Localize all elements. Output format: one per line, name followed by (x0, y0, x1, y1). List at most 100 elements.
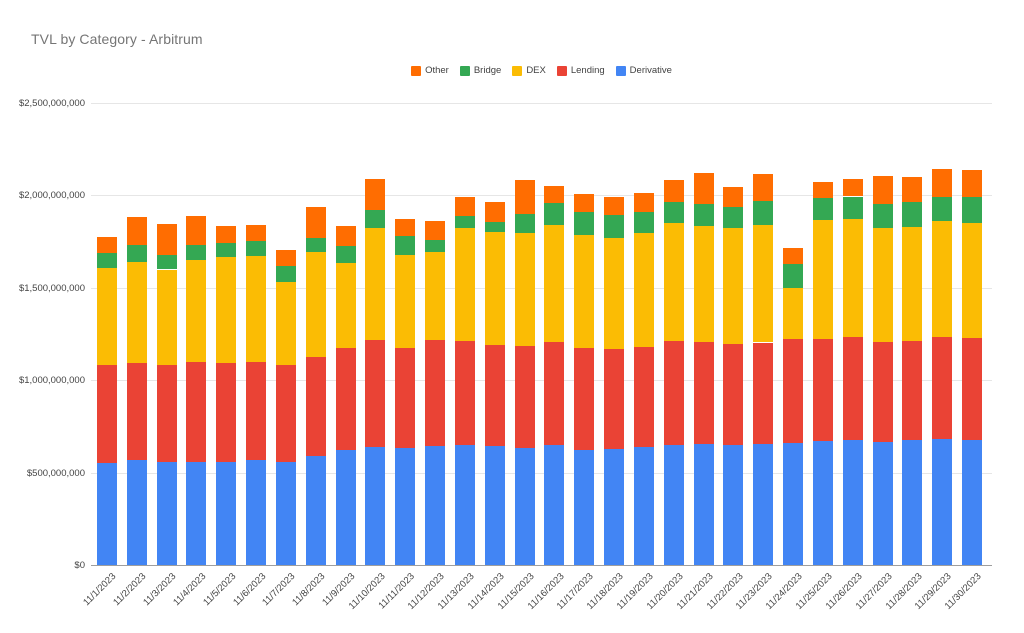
bar-segment-bridge[interactable] (544, 203, 565, 225)
bar-segment-dex[interactable] (783, 288, 804, 340)
bar-segment-dex[interactable] (275, 281, 296, 365)
bar-segment-bridge[interactable] (902, 202, 923, 227)
bar-segment-dex[interactable] (544, 224, 565, 342)
bar-segment-dex[interactable] (186, 260, 207, 363)
bar-segment-derivative[interactable] (454, 445, 475, 565)
bar-segment-derivative[interactable] (872, 442, 893, 565)
bar-segment-lending[interactable] (365, 339, 386, 448)
bar-segment-lending[interactable] (663, 341, 684, 445)
bar-segment-bridge[interactable] (633, 212, 654, 234)
bar-segment-bridge[interactable] (484, 221, 505, 232)
bar-segment-dex[interactable] (872, 227, 893, 342)
bar-segment-derivative[interactable] (156, 462, 177, 565)
bar-segment-other[interactable] (186, 216, 207, 245)
bar-segment-dex[interactable] (812, 219, 833, 339)
bar-segment-derivative[interactable] (275, 462, 296, 565)
bar-segment-dex[interactable] (842, 219, 863, 337)
bar-segment-dex[interactable] (693, 226, 714, 342)
bar-segment-derivative[interactable] (544, 445, 565, 565)
bar-segment-bridge[interactable] (335, 245, 356, 264)
bar-segment-bridge[interactable] (663, 202, 684, 224)
bar-segment-dex[interactable] (425, 251, 446, 340)
bar-segment-derivative[interactable] (246, 460, 267, 565)
bar-segment-other[interactable] (126, 217, 147, 246)
bar-segment-dex[interactable] (305, 252, 326, 357)
bar-segment-other[interactable] (633, 192, 654, 213)
bar-segment-dex[interactable] (962, 222, 983, 338)
bar-segment-bridge[interactable] (454, 216, 475, 228)
bar-segment-lending[interactable] (97, 365, 117, 463)
bar-segment-lending[interactable] (335, 347, 356, 450)
bar-segment-lending[interactable] (693, 341, 714, 444)
bar-segment-dex[interactable] (574, 234, 595, 349)
bar-segment-derivative[interactable] (663, 444, 684, 565)
bar-segment-other[interactable] (216, 226, 237, 243)
bar-segment-lending[interactable] (812, 338, 833, 442)
bar-segment-other[interactable] (574, 193, 595, 213)
bar-segment-other[interactable] (425, 220, 446, 240)
bar-segment-derivative[interactable] (783, 442, 804, 565)
bar-segment-derivative[interactable] (932, 439, 953, 565)
bar-segment-bridge[interactable] (186, 244, 207, 261)
bar-segment-other[interactable] (872, 175, 893, 205)
bar-segment-other[interactable] (335, 226, 356, 246)
bar-segment-dex[interactable] (156, 269, 177, 365)
bar-segment-bridge[interactable] (156, 255, 177, 270)
bar-segment-derivative[interactable] (126, 460, 147, 565)
bar-segment-derivative[interactable] (216, 461, 237, 565)
bar-segment-bridge[interactable] (216, 242, 237, 257)
bar-segment-derivative[interactable] (574, 449, 595, 565)
bar-segment-derivative[interactable] (335, 449, 356, 565)
bar-segment-lending[interactable] (484, 344, 505, 447)
bar-segment-other[interactable] (663, 180, 684, 203)
bar-segment-lending[interactable] (633, 346, 654, 448)
bar-segment-lending[interactable] (783, 339, 804, 443)
bar-segment-other[interactable] (514, 179, 535, 214)
bar-segment-lending[interactable] (604, 348, 625, 449)
bar-segment-derivative[interactable] (604, 448, 625, 565)
bar-segment-bridge[interactable] (604, 214, 625, 238)
bar-segment-derivative[interactable] (186, 461, 207, 565)
bar-segment-other[interactable] (842, 179, 863, 197)
bar-segment-lending[interactable] (902, 340, 923, 441)
bar-segment-derivative[interactable] (693, 443, 714, 565)
bar-segment-lending[interactable] (753, 342, 774, 444)
bar-segment-other[interactable] (395, 218, 416, 237)
bar-segment-other[interactable] (97, 236, 117, 254)
bar-segment-bridge[interactable] (932, 196, 953, 221)
bar-segment-derivative[interactable] (395, 448, 416, 565)
bar-segment-bridge[interactable] (753, 200, 774, 225)
bar-segment-bridge[interactable] (97, 253, 117, 268)
bar-segment-bridge[interactable] (514, 213, 535, 233)
bar-segment-derivative[interactable] (842, 440, 863, 565)
bar-segment-lending[interactable] (514, 346, 535, 449)
bar-segment-dex[interactable] (365, 228, 386, 340)
bar-segment-bridge[interactable] (305, 238, 326, 253)
bar-segment-bridge[interactable] (842, 196, 863, 220)
bar-segment-derivative[interactable] (633, 447, 654, 565)
bar-segment-dex[interactable] (97, 267, 117, 366)
bar-segment-lending[interactable] (574, 348, 595, 450)
bar-segment-other[interactable] (544, 185, 565, 204)
bar-segment-other[interactable] (246, 224, 267, 242)
bar-segment-derivative[interactable] (514, 448, 535, 565)
bar-segment-bridge[interactable] (962, 197, 983, 223)
bar-segment-other[interactable] (723, 186, 744, 207)
bar-segment-dex[interactable] (126, 262, 147, 363)
bar-segment-dex[interactable] (633, 233, 654, 347)
bar-segment-derivative[interactable] (305, 456, 326, 565)
bar-segment-dex[interactable] (246, 255, 267, 363)
bar-segment-dex[interactable] (514, 232, 535, 347)
bar-segment-dex[interactable] (723, 227, 744, 344)
bar-segment-dex[interactable] (335, 263, 356, 348)
bar-segment-other[interactable] (902, 176, 923, 203)
bar-segment-other[interactable] (156, 223, 177, 256)
bar-segment-lending[interactable] (872, 341, 893, 443)
bar-segment-lending[interactable] (246, 362, 267, 461)
bar-segment-derivative[interactable] (812, 441, 833, 565)
bar-segment-derivative[interactable] (902, 440, 923, 565)
bar-segment-lending[interactable] (454, 341, 475, 446)
bar-segment-lending[interactable] (723, 343, 744, 446)
bar-segment-other[interactable] (484, 202, 505, 222)
bar-segment-other[interactable] (305, 206, 326, 239)
